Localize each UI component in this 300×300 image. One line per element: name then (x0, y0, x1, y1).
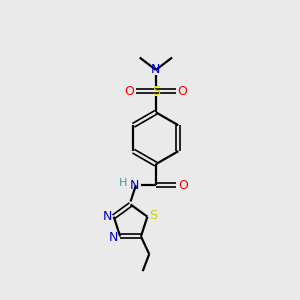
Text: O: O (178, 85, 187, 98)
Text: N: N (109, 230, 118, 244)
Text: O: O (124, 85, 134, 98)
Text: S: S (149, 209, 157, 222)
Text: S: S (152, 85, 160, 98)
Text: H: H (119, 178, 128, 188)
Text: N: N (103, 210, 112, 223)
Text: N: N (130, 179, 140, 192)
Text: O: O (178, 179, 188, 192)
Text: N: N (151, 63, 160, 76)
